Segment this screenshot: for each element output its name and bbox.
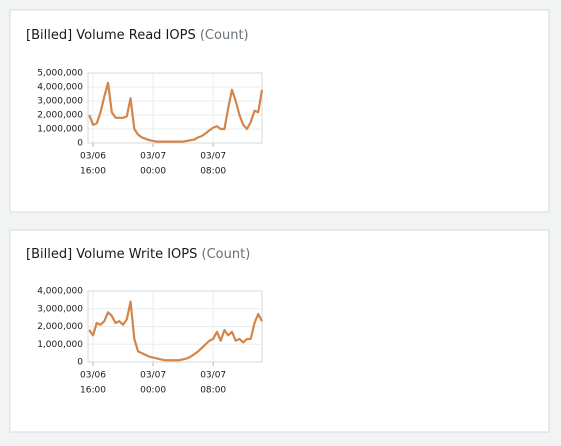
x-tick-label: 03/07 bbox=[200, 152, 226, 162]
y-tick-label: 1,000,000 bbox=[37, 340, 83, 350]
x-tick-label: 03/07 bbox=[200, 371, 226, 381]
y-tick-label: 2,000,000 bbox=[37, 111, 83, 121]
x-tick-label: 16:00 bbox=[80, 386, 106, 396]
unit: (Count) bbox=[200, 28, 249, 43]
y-tick-label: 5,000,000 bbox=[37, 69, 83, 79]
plot-frame bbox=[87, 290, 263, 363]
widget-title: [Billed] Volume Read IOPS (Count) bbox=[26, 28, 249, 43]
x-tick-label: 00:00 bbox=[140, 386, 166, 396]
y-tick-label: 4,000,000 bbox=[37, 83, 83, 93]
x-tick-label: 08:00 bbox=[200, 386, 226, 396]
title: [Billed] Volume Read IOPS bbox=[26, 28, 196, 43]
y-tick-label: 0 bbox=[77, 358, 83, 368]
x-tick-label: 03/07 bbox=[140, 371, 166, 381]
widget-title: [Billed] Volume Write IOPS (Count) bbox=[26, 247, 250, 262]
y-tick-label: 4,000,000 bbox=[37, 287, 83, 297]
plot-frame bbox=[87, 72, 263, 144]
unit: (Count) bbox=[202, 247, 251, 262]
x-tick-label: 00:00 bbox=[140, 167, 166, 177]
x-tick-label: 03/06 bbox=[80, 152, 106, 162]
card bbox=[9, 229, 550, 433]
series-line bbox=[88, 81, 264, 143]
y-tick-label: 3,000,000 bbox=[37, 304, 83, 314]
y-tick-label: 3,000,000 bbox=[37, 97, 83, 107]
y-tick-label: 0 bbox=[77, 139, 83, 149]
x-tick-label: 08:00 bbox=[200, 167, 226, 177]
series-line bbox=[88, 300, 263, 362]
y-tick-label: 2,000,000 bbox=[37, 322, 83, 332]
title: [Billed] Volume Write IOPS bbox=[26, 247, 197, 262]
y-tick-label: 1,000,000 bbox=[37, 125, 83, 135]
x-tick-label: 03/07 bbox=[140, 152, 166, 162]
x-tick-label: 03/06 bbox=[80, 371, 106, 381]
x-tick-label: 16:00 bbox=[80, 167, 106, 177]
